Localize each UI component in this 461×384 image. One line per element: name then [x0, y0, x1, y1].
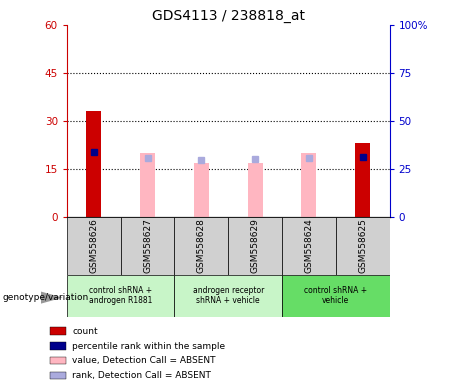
- Bar: [50, 343, 66, 350]
- Bar: [282, 275, 390, 317]
- Text: rank, Detection Call = ABSENT: rank, Detection Call = ABSENT: [72, 371, 211, 380]
- Bar: [248, 162, 263, 217]
- Bar: [355, 143, 370, 217]
- Text: GSM558628: GSM558628: [197, 218, 206, 273]
- Bar: [50, 372, 66, 379]
- Bar: [336, 217, 390, 275]
- Text: genotype/variation: genotype/variation: [2, 293, 89, 302]
- Text: GSM558624: GSM558624: [304, 218, 313, 273]
- Bar: [50, 357, 66, 364]
- Text: GSM558627: GSM558627: [143, 218, 152, 273]
- Text: count: count: [72, 327, 98, 336]
- Bar: [174, 217, 228, 275]
- Bar: [67, 217, 121, 275]
- Bar: [174, 275, 282, 317]
- Bar: [121, 217, 174, 275]
- Bar: [140, 153, 155, 217]
- Text: androgen receptor
shRNA + vehicle: androgen receptor shRNA + vehicle: [193, 286, 264, 305]
- Text: percentile rank within the sample: percentile rank within the sample: [72, 342, 225, 351]
- Bar: [50, 328, 66, 335]
- Bar: [67, 275, 174, 317]
- Bar: [282, 217, 336, 275]
- Bar: [301, 153, 316, 217]
- Title: GDS4113 / 238818_at: GDS4113 / 238818_at: [152, 8, 305, 23]
- Text: GSM558626: GSM558626: [89, 218, 98, 273]
- Text: value, Detection Call = ABSENT: value, Detection Call = ABSENT: [72, 356, 216, 365]
- Text: control shRNA +
androgen R1881: control shRNA + androgen R1881: [89, 286, 152, 305]
- Text: control shRNA +
vehicle: control shRNA + vehicle: [304, 286, 367, 305]
- Bar: [228, 217, 282, 275]
- Polygon shape: [41, 291, 63, 304]
- Text: GSM558629: GSM558629: [251, 218, 260, 273]
- Bar: [86, 111, 101, 217]
- Text: GSM558625: GSM558625: [358, 218, 367, 273]
- Bar: [194, 162, 209, 217]
